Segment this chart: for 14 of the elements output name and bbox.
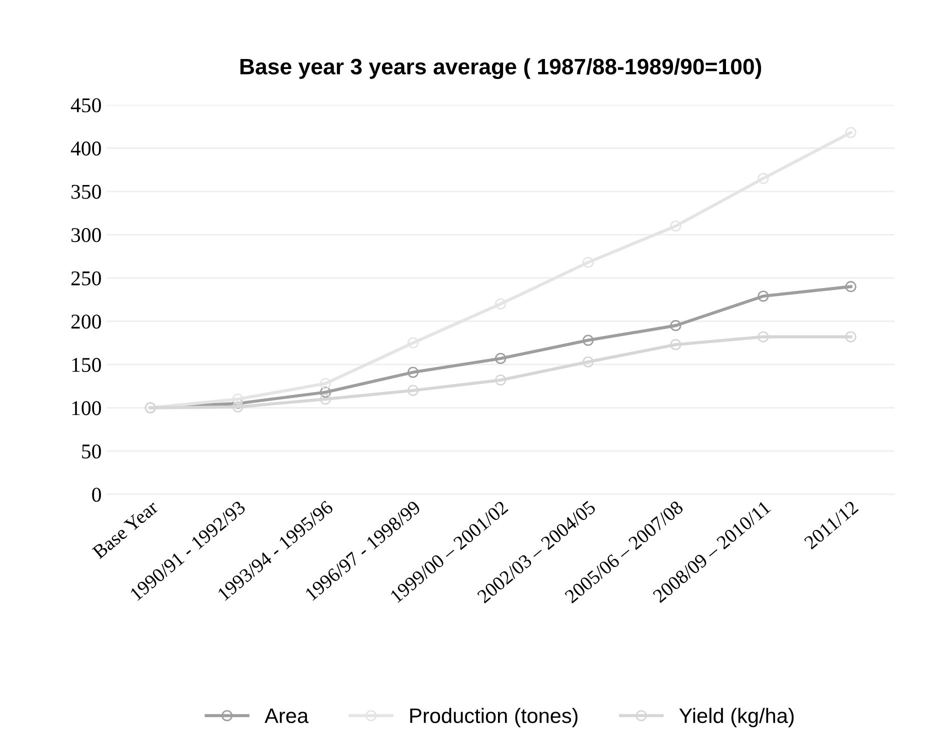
- y-tick-label: 200: [71, 314, 101, 329]
- y-tick-label: 50: [82, 444, 101, 458]
- legend-label: Area: [264, 708, 309, 724]
- y-tick-label: 300: [71, 228, 101, 242]
- chart-title: Base year 3 years average ( 1987/88-1989/90=100): [240, 58, 762, 80]
- y-tick-label: 250: [71, 271, 101, 286]
- y-tick-label: 350: [71, 184, 101, 199]
- y-tick-label: 450: [70, 98, 101, 112]
- y-tick-label: 0: [92, 488, 101, 502]
- y-tick-label: 400: [70, 142, 101, 156]
- y-tick-label: 100: [72, 401, 101, 416]
- y-tick-label: 150: [72, 358, 101, 372]
- legend-label: Production (tones): [410, 708, 578, 728]
- legend-label: Yield (kg/ha): [679, 708, 794, 728]
